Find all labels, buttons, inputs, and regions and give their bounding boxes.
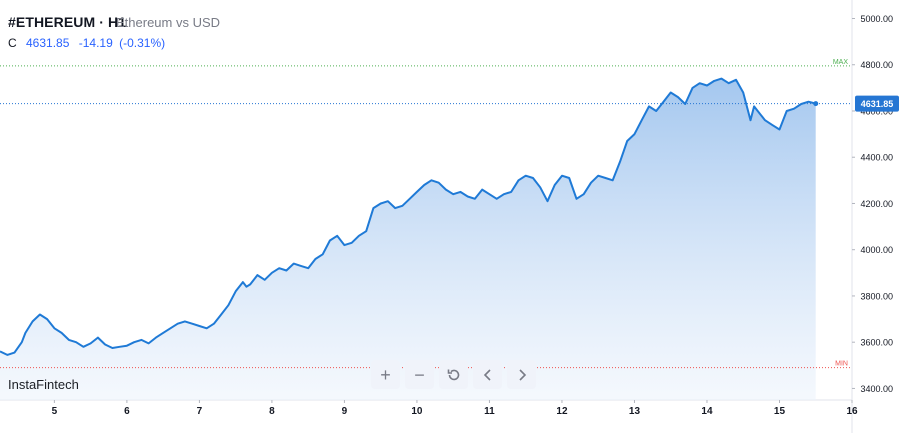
max-label: MAX <box>833 59 849 66</box>
x-tick-label: 9 <box>342 406 348 417</box>
symbol-description: Ethereum vs USD <box>116 15 221 30</box>
y-tick-label: 4000.00 <box>860 245 893 255</box>
close-value: 4631.85 <box>26 36 70 50</box>
last-point <box>813 101 819 107</box>
x-tick-label: 13 <box>629 406 641 417</box>
x-tick-label: 15 <box>774 406 786 417</box>
chart-toolbar: + − <box>371 360 536 389</box>
y-tick-label: 3800.00 <box>860 291 893 301</box>
x-tick-label: 8 <box>269 406 275 417</box>
zoom-out-button[interactable]: − <box>405 360 434 389</box>
y-tick-label: 5000.00 <box>860 14 893 24</box>
change-value: -14.19 <box>78 36 113 50</box>
y-tick-label: 3600.00 <box>860 338 893 348</box>
y-tick-label: 4400.00 <box>860 153 893 163</box>
x-tick-label: 10 <box>411 406 423 417</box>
scroll-left-button[interactable] <box>473 360 502 389</box>
last-price-label: 4631.85 <box>861 99 894 109</box>
x-tick-label: 11 <box>484 406 495 417</box>
reset-icon <box>447 369 459 380</box>
symbol-title: #ETHEREUM · H1 <box>8 14 127 30</box>
change-percent: (-0.31%) <box>119 36 166 50</box>
min-label: MIN <box>835 361 848 368</box>
brand-logo-text: InstaFintech <box>8 377 79 392</box>
y-tick-label: 3400.00 <box>860 384 893 394</box>
x-tick-label: 14 <box>701 406 713 417</box>
y-tick-label: 4800.00 <box>860 60 893 70</box>
minus-icon: − <box>414 364 425 385</box>
chevron-right-icon <box>518 368 526 381</box>
scroll-right-button[interactable] <box>507 360 536 389</box>
x-tick-label: 5 <box>52 406 58 417</box>
close-label: C <box>8 36 17 50</box>
x-tick-label: 12 <box>556 406 568 417</box>
reset-button[interactable] <box>439 360 468 389</box>
zoom-in-button[interactable]: + <box>371 360 400 389</box>
last-price-badge <box>855 95 899 112</box>
chevron-left-icon <box>483 368 491 381</box>
close-values: 4631.85 -14.19 (-0.31%) <box>20 36 165 50</box>
price-area-fill <box>0 78 816 400</box>
price-line <box>0 77 816 356</box>
x-tick-label: 7 <box>197 406 203 417</box>
x-tick-label: 16 <box>846 406 858 417</box>
y-tick-label: 4200.00 <box>860 199 893 209</box>
x-tick-label: 6 <box>124 406 130 417</box>
plus-icon: + <box>380 364 391 385</box>
